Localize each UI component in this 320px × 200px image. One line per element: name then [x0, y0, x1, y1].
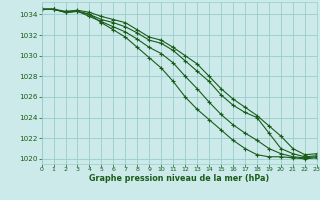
X-axis label: Graphe pression niveau de la mer (hPa): Graphe pression niveau de la mer (hPa) [89, 174, 269, 183]
